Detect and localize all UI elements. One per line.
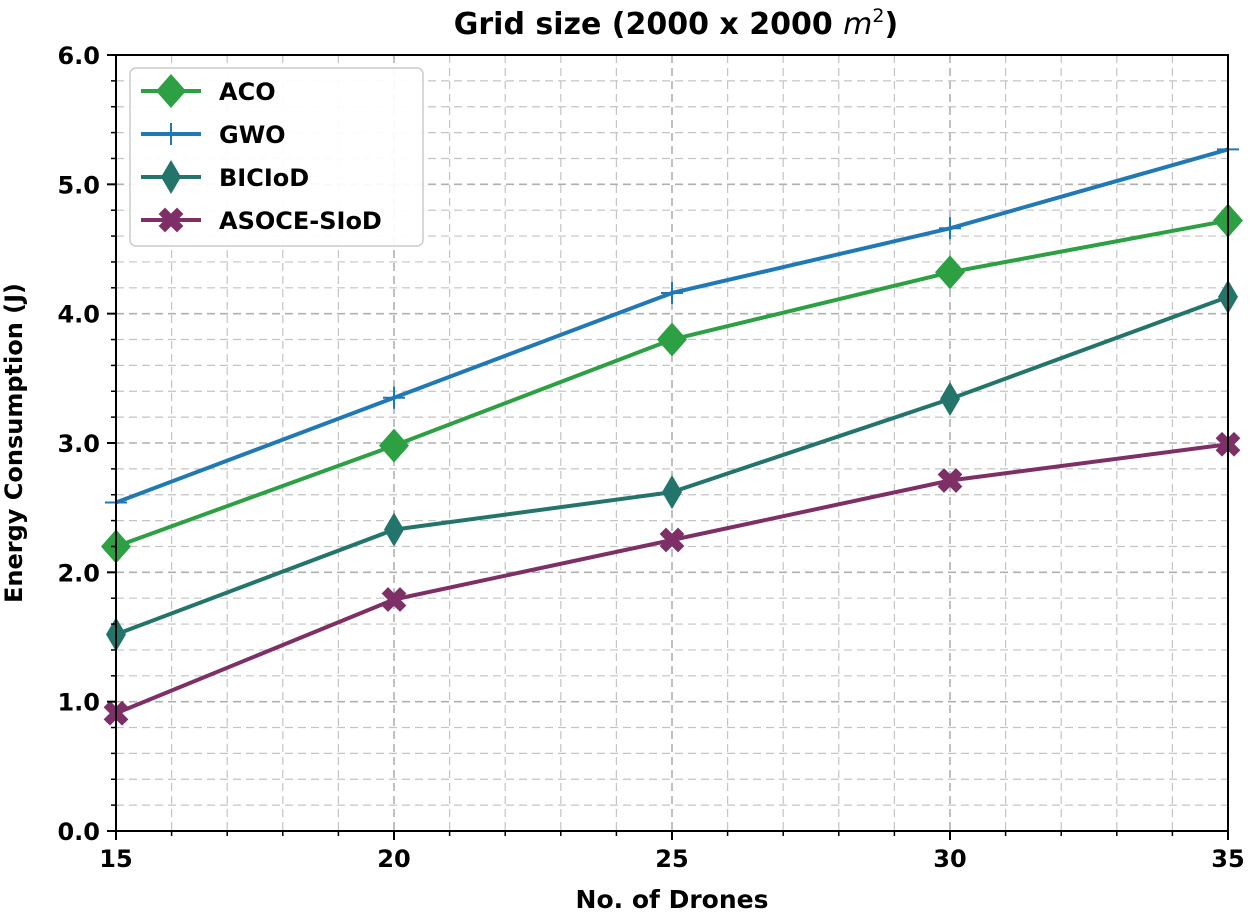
chart-title: Grid size (2000 x 2000 m2): [454, 5, 898, 42]
legend-label-asoce-siod: ASOCE-SIoD: [219, 207, 382, 235]
data-point-aco: [935, 255, 965, 290]
x-tick-label: 15: [99, 845, 132, 873]
x-tick-label: 25: [655, 845, 688, 873]
y-tick-label: 6.0: [57, 42, 100, 70]
legend-marker-asoce-siod-bar: [158, 207, 184, 233]
legend-marker-biciod: [161, 160, 181, 194]
x-tick-label: 20: [377, 845, 410, 873]
legend-frame: [129, 67, 424, 247]
data-point-aco: [657, 322, 687, 357]
legend-marker-asoce-siod: [158, 207, 184, 233]
x-axis-label: No. of Drones: [576, 885, 769, 914]
legend-label-aco: ACO: [219, 78, 276, 106]
data-point-asoce-siod: [381, 587, 407, 612]
x-tick-label: 35: [1211, 845, 1244, 873]
data-point-biciod: [384, 512, 404, 547]
data-point-biciod: [940, 382, 960, 417]
y-tick-label: 3.0: [57, 430, 100, 458]
x-tick-label: 30: [933, 845, 966, 873]
data-point-gwo: [661, 281, 683, 304]
y-tick-label: 4.0: [57, 301, 100, 329]
legend-marker-gwo: [160, 123, 182, 145]
data-point-asoce-siod-bar: [659, 527, 685, 553]
data-point-aco: [379, 428, 409, 463]
legend: ACO GWO BICIoD ASOCE-SIoD: [129, 67, 424, 247]
data-point-asoce-siod-bar: [937, 468, 963, 493]
y-tick-label: 5.0: [57, 171, 100, 199]
legend-label-biciod: BICIoD: [219, 164, 309, 192]
data-point-gwo: [939, 217, 961, 240]
data-point-asoce-siod-bar: [381, 587, 407, 612]
y-tick-label: 2.0: [57, 559, 100, 587]
data-point-asoce-siod: [659, 527, 685, 553]
y-tick-label: 0.0: [57, 818, 100, 846]
data-point-biciod: [662, 475, 682, 510]
legend-marker-aco: [156, 74, 186, 108]
legend-label-gwo: GWO: [219, 121, 286, 149]
data-point-gwo: [383, 386, 405, 409]
y-axis-label: Energy Consumption (J): [0, 283, 28, 603]
y-tick-label: 1.0: [57, 689, 100, 717]
data-point-asoce-siod: [937, 468, 963, 493]
